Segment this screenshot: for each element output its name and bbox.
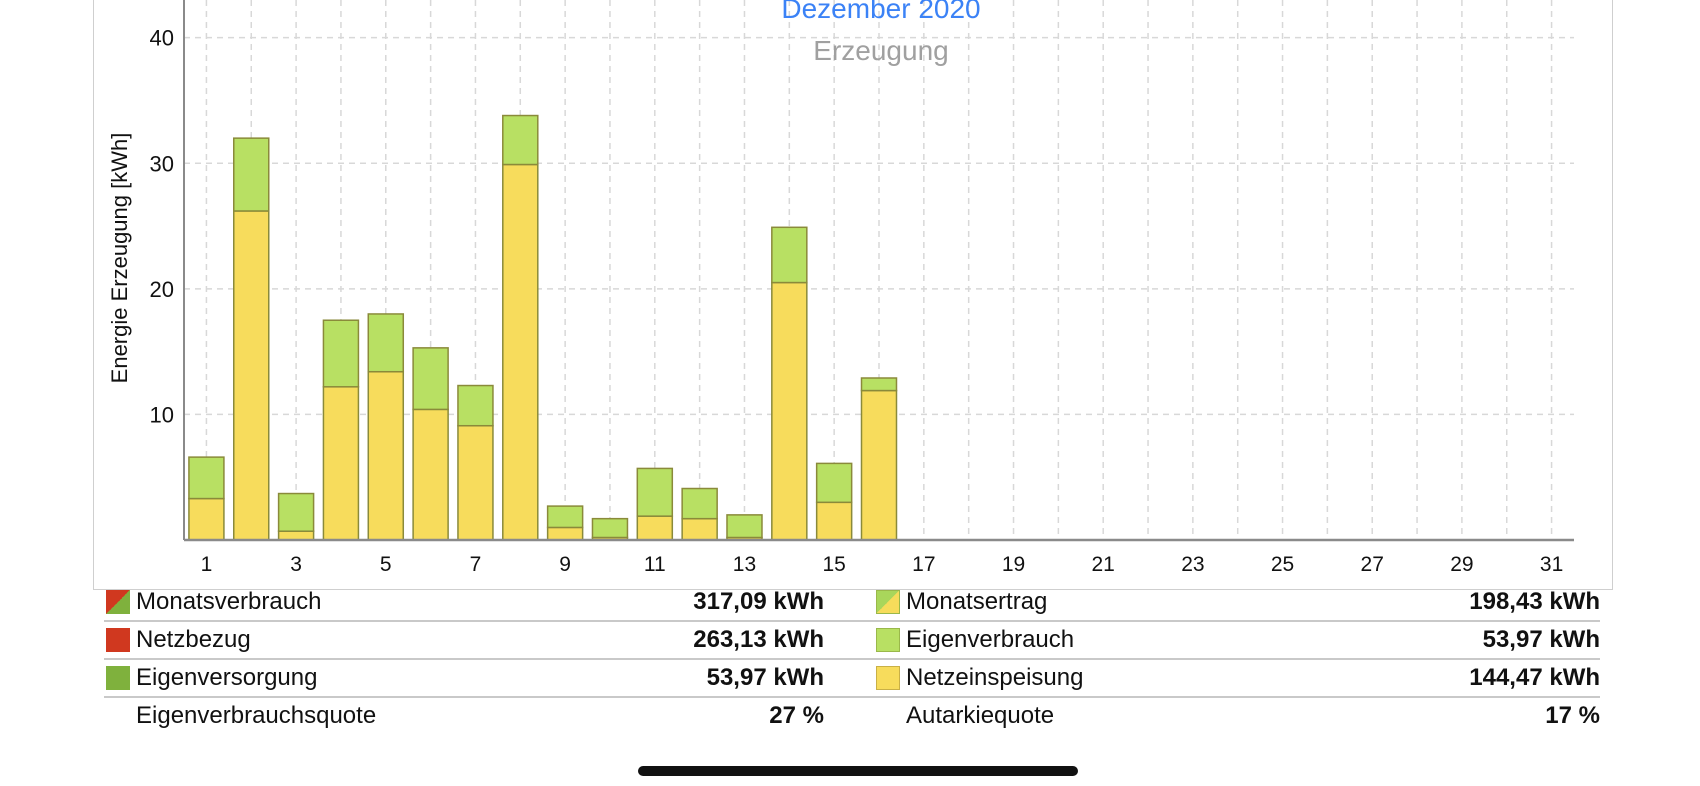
- stat-autarkiequote: Autarkiequote 17 %: [874, 698, 1600, 734]
- bar-eigenverbrauch: [367, 313, 405, 373]
- bar-eigenverbrauch: [815, 462, 853, 504]
- stat-label: Eigenverbrauchsquote: [136, 702, 377, 729]
- legend-swatch-eigenverbrauch-icon: [876, 628, 900, 652]
- stats-row: Monatsverbrauch 317,09 kWh Monatsertrag …: [104, 584, 1600, 622]
- bar-netzeinspeisung: [277, 530, 315, 541]
- stat-value: 263,13 kWh: [693, 626, 824, 653]
- chart-subtitle: Erzeugung: [813, 35, 948, 66]
- stat-label: Autarkiequote: [906, 702, 1055, 729]
- y-tick-label: 40: [150, 26, 174, 51]
- stat-value: 53,97 kWh: [1482, 626, 1600, 653]
- stat-value: 27 %: [769, 702, 824, 729]
- x-tick-label: 7: [470, 553, 482, 576]
- bar-eigenverbrauch: [457, 384, 494, 427]
- x-tick-label: 19: [1002, 553, 1025, 576]
- x-tick-label: 27: [1361, 553, 1384, 576]
- x-tick-label: 21: [1092, 553, 1115, 576]
- stat-eigenversorgung: Eigenversorgung 53,97 kWh: [104, 660, 824, 696]
- chart-panel: 10 20 30 40 1 3 5 7 9 11 13 15 17 19 21 23 25 27 29 31 Deze…: [93, 0, 1613, 590]
- y-tick-label: 20: [150, 277, 174, 302]
- bar-netzeinspeisung: [681, 517, 718, 541]
- x-tick-label: 3: [290, 553, 302, 576]
- bar-netzeinspeisung: [815, 501, 853, 541]
- stat-label: Monatsverbrauch: [136, 588, 322, 615]
- stat-netzeinspeisung: Netzeinspeisung 144,47 kWh: [874, 660, 1600, 696]
- bar-eigenverbrauch: [636, 467, 674, 517]
- x-tick-label: 31: [1540, 553, 1563, 576]
- bar-netzeinspeisung: [636, 515, 674, 541]
- legend-swatch-monatsertrag-icon: [876, 590, 900, 614]
- bar-netzeinspeisung: [546, 526, 584, 541]
- bar-netzeinspeisung: [322, 386, 360, 541]
- bar-eigenverbrauch: [233, 137, 270, 212]
- stat-value: 198,43 kWh: [1469, 588, 1600, 615]
- bar-netzeinspeisung: [367, 370, 405, 541]
- bar-netzeinspeisung: [771, 281, 808, 541]
- x-tick-label: 9: [559, 553, 571, 576]
- x-tick-label: 29: [1450, 553, 1473, 576]
- x-tick-label: 13: [733, 553, 756, 576]
- bar-eigenverbrauch: [771, 226, 808, 284]
- bar-eigenverbrauch: [412, 347, 449, 411]
- y-axis-label: Energie Erzeugung [kWh]: [107, 133, 132, 384]
- legend-swatch-netzbezug-icon: [106, 628, 130, 652]
- bar-netzeinspeisung: [412, 408, 449, 541]
- stat-monatsverbrauch: Monatsverbrauch 317,09 kWh: [104, 584, 824, 620]
- stat-value: 53,97 kWh: [706, 664, 824, 691]
- y-tick-label: 30: [150, 151, 174, 176]
- x-tick-label: 17: [912, 553, 935, 576]
- stat-value: 144,47 kWh: [1469, 664, 1600, 691]
- bar-eigenverbrauch: [322, 319, 360, 388]
- bar-netzeinspeisung: [502, 163, 539, 541]
- x-tick-label: 15: [822, 553, 845, 576]
- x-tick-label: 5: [380, 553, 392, 576]
- stat-label: Monatsertrag: [906, 588, 1048, 615]
- stat-label: Eigenversorgung: [136, 664, 318, 691]
- stat-netzbezug: Netzbezug 263,13 kWh: [104, 622, 824, 658]
- y-tick-label: 10: [150, 402, 174, 427]
- home-indicator[interactable]: [638, 766, 1078, 776]
- chart-title: Dezember 2020: [781, 0, 980, 24]
- bar-eigenverbrauch: [188, 456, 225, 500]
- legend-swatch-eigenversorgung-icon: [106, 666, 130, 690]
- bar-netzeinspeisung: [457, 424, 494, 541]
- stat-eigenverbrauchsquote: Eigenverbrauchsquote 27 %: [104, 698, 824, 734]
- bar-netzeinspeisung: [188, 497, 225, 541]
- bar-netzeinspeisung: [233, 210, 270, 541]
- x-tick-label: 23: [1181, 553, 1204, 576]
- stat-label: Netzbezug: [136, 626, 251, 653]
- x-tick-label: 1: [201, 553, 213, 576]
- bar-eigenverbrauch: [726, 514, 763, 539]
- stat-label: Eigenverbrauch: [906, 626, 1075, 653]
- stat-label: Netzeinspeisung: [906, 664, 1084, 691]
- bar-eigenverbrauch: [681, 487, 718, 520]
- x-tick-label: 25: [1271, 553, 1294, 576]
- legend-swatch-netzeinspeisung-icon: [876, 666, 900, 690]
- stat-value: 317,09 kWh: [693, 588, 824, 615]
- stat-monatsertrag: Monatsertrag 198,43 kWh: [874, 584, 1600, 620]
- bars: [188, 114, 898, 541]
- stats-row: Netzbezug 263,13 kWh Eigenverbrauch 53,9…: [104, 622, 1600, 660]
- bar-eigenverbrauch: [860, 377, 898, 392]
- bar-eigenverbrauch: [277, 492, 315, 532]
- stats-row: Eigenverbrauchsquote 27 % Autarkiequote …: [104, 698, 1600, 734]
- statistics-table: Monatsverbrauch 317,09 kWh Monatsertrag …: [104, 584, 1600, 734]
- bar-eigenverbrauch: [502, 114, 539, 166]
- stat-value: 17 %: [1545, 702, 1600, 729]
- stat-eigenverbrauch: Eigenverbrauch 53,97 kWh: [874, 622, 1600, 658]
- bar-eigenverbrauch: [546, 505, 584, 529]
- bar-netzeinspeisung: [860, 389, 898, 541]
- legend-swatch-monatsverbrauch-icon: [106, 590, 130, 614]
- stats-row: Eigenversorgung 53,97 kWh Netzeinspeisun…: [104, 660, 1600, 698]
- x-tick-label: 11: [644, 553, 666, 576]
- bar-eigenverbrauch: [591, 517, 629, 539]
